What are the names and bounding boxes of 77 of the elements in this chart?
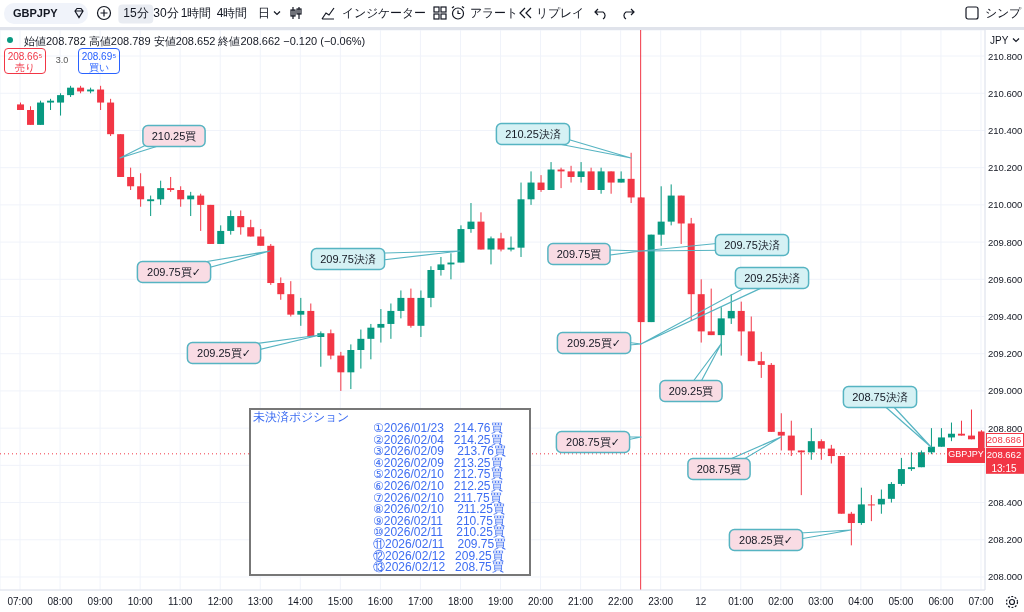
annotation: 209.25買✓ (197, 347, 251, 359)
annotation: 3.0 (55, 55, 69, 66)
x-tick-label: 15:00 (327, 596, 354, 608)
annotation: 208.25買✓ (739, 534, 793, 546)
text: 13:15 (991, 462, 1017, 474)
y-tick-label: 209.400 (988, 311, 1023, 323)
x-tick-label: 13:00 (247, 596, 274, 608)
x-tick-label: 10:00 (127, 596, 154, 608)
x-tick-label: 19:00 (487, 596, 514, 608)
x-tick-label: 14:00 (287, 596, 314, 608)
x-tick-label: 08:00 (47, 596, 74, 608)
y-tick-label: 209.200 (988, 348, 1023, 360)
text: 15分 (118, 4, 154, 24)
x-tick-label: 01:00 (728, 596, 754, 608)
y-tick-label: 208.000 (988, 571, 1023, 583)
annotation: 210.25買 (151, 130, 197, 142)
y-tick-label: 208.800 (988, 422, 1023, 434)
annotation: 208.75買✓ (566, 436, 620, 448)
x-tick-label: 03:00 (808, 596, 834, 608)
ref-line-label: 208.662 (986, 449, 1022, 461)
annotation: 209.75買✓ (147, 266, 201, 278)
annotation: 209.25決済 (744, 272, 800, 284)
x-tick-label: 20:00 (528, 596, 554, 608)
x-tick-label: 11:00 (168, 596, 193, 608)
text: 30分 (153, 6, 179, 21)
x-tick-label: 23:00 (648, 596, 674, 608)
y-tick-label: 208.400 (988, 497, 1023, 509)
y-tick-label: 209.000 (988, 385, 1023, 397)
text: アラート (470, 6, 518, 21)
annotation: 208.69⁵ (81, 50, 117, 62)
chart-title: GBPJPY (13, 7, 58, 19)
x-tick-label: 16:00 (367, 596, 394, 608)
text: シンプ (985, 6, 1021, 21)
annotation: 208.75決済 (852, 391, 908, 403)
annotation: 209.25買✓ (567, 337, 621, 349)
annotation: ⑫2026/02/12 209.25買 (373, 549, 504, 563)
y-tick-label: 210.600 (988, 87, 1023, 99)
y-tick-label: 210.400 (988, 124, 1023, 136)
x-tick-label: 04:00 (848, 596, 874, 608)
annotation: 209.75決済 (724, 239, 780, 251)
x-tick-label: 22:00 (608, 596, 634, 608)
x-tick-label: 07:00 (968, 596, 994, 608)
text: 1時間 (180, 6, 212, 21)
x-tick-label: 06:00 (928, 596, 954, 608)
text: 日 (258, 6, 270, 21)
text: 始値208.782 高値208.789 安値208.652 終値208.662 −0.120 (−0.06%) (24, 34, 366, 49)
x-tick-label: 09:00 (87, 596, 114, 608)
y-tick-label: 210.200 (988, 162, 1023, 174)
annotation: 208.75買 (696, 463, 742, 475)
annotation: 売り (15, 61, 35, 73)
x-tick-label: 12 (695, 596, 707, 608)
y-tick-label: 210.000 (988, 199, 1023, 211)
x-tick-label: 05:00 (888, 596, 914, 608)
annotation: ⑦2026/02/10 211.75買 (373, 491, 502, 505)
x-tick-label: 12:00 (207, 596, 234, 608)
y-tick-label: 209.600 (988, 273, 1023, 285)
text: インジケーター (342, 6, 426, 21)
x-tick-label: 07:00 (7, 596, 33, 608)
annotation: ⑬2026/02/12 208.75買 (373, 560, 504, 575)
y-tick-label: 209.800 (988, 236, 1023, 248)
annotation: 209.75決済 (320, 253, 376, 265)
x-tick-label: 02:00 (768, 596, 794, 608)
y-tick-label: 208.200 (988, 534, 1023, 546)
annotation: 未決済ポジション (253, 410, 349, 425)
annotation: ②2026/02/04 214.25買 (373, 433, 503, 447)
x-tick-label: 18:00 (447, 596, 474, 608)
annotation: 209.75買 (556, 248, 602, 260)
y-tick-label: 210.800 (988, 50, 1023, 62)
annotation: 買い (89, 61, 109, 73)
annotation: 210.25決済 (505, 128, 561, 140)
text: リプレイ (536, 6, 584, 21)
annotation: 209.25買 (668, 385, 714, 397)
text: 4時間 (216, 6, 248, 21)
text: JPY (990, 34, 1009, 46)
x-tick-label: 21:00 (568, 596, 594, 608)
x-tick-label: 17:00 (407, 596, 434, 608)
annotation: 208.66⁵ (7, 50, 43, 62)
